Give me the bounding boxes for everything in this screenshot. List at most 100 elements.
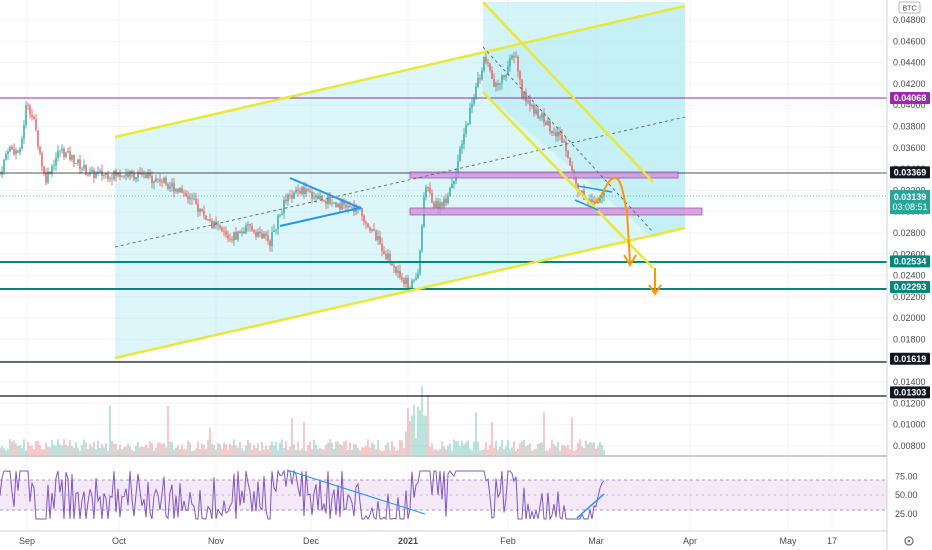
volume-bar — [53, 445, 55, 455]
candle-body — [21, 138, 23, 149]
volume-bar — [71, 445, 73, 455]
volume-bar — [25, 450, 27, 455]
volume-bar — [211, 444, 213, 455]
volume-bar — [493, 447, 495, 455]
volume-bar — [267, 449, 269, 455]
volume-bar — [39, 445, 41, 455]
level-tag-label: 0.03369 — [894, 167, 927, 177]
candle-body — [267, 235, 269, 241]
candle-body — [303, 186, 305, 194]
volume-bar — [185, 449, 187, 455]
candle-body — [223, 231, 225, 233]
candle-body — [95, 173, 97, 179]
volume-bar — [51, 440, 53, 455]
volume-bar — [487, 449, 489, 455]
candle-body — [433, 202, 435, 208]
candle-body — [157, 178, 159, 180]
support-zone — [409, 207, 703, 216]
volume-bar — [99, 448, 101, 455]
candle-body — [387, 253, 389, 260]
candle-body — [557, 132, 559, 137]
candle-body — [535, 109, 537, 114]
volume-bar — [129, 445, 131, 455]
volume-bar — [153, 450, 155, 455]
candle-body — [247, 224, 249, 226]
level-tag-box — [890, 352, 930, 365]
volume-bar — [509, 449, 511, 455]
volume-bar — [335, 441, 337, 455]
candle-body — [517, 56, 519, 72]
volume-bar — [381, 450, 383, 455]
candle-body — [519, 71, 521, 80]
candle-body — [415, 277, 417, 280]
volume-bar — [241, 448, 243, 455]
candle-body — [431, 193, 433, 203]
volume-bar — [33, 449, 35, 455]
candle-body — [439, 202, 441, 210]
volume-bar — [113, 443, 115, 455]
settings-icon[interactable] — [904, 536, 914, 546]
candle-body — [187, 196, 189, 200]
candle-body — [185, 192, 187, 197]
volume-bar — [195, 448, 197, 455]
volume-bar — [591, 442, 593, 455]
wedge-lower — [574, 199, 599, 211]
volume-bar — [471, 450, 473, 455]
candle-body — [309, 190, 311, 192]
candle-body — [217, 224, 219, 226]
candle-body — [105, 173, 107, 175]
candle-body — [5, 153, 7, 160]
candle-body — [471, 103, 473, 108]
price-tick-label: 0.04000 — [893, 100, 926, 110]
volume-bar — [603, 450, 605, 455]
volume-bar — [417, 406, 419, 455]
price-tick-label: 0.04200 — [893, 79, 926, 89]
volume-bar — [479, 450, 481, 455]
currency-label: BTC — [898, 1, 921, 14]
volume-bar — [385, 445, 387, 455]
candle-body — [375, 230, 377, 241]
candle-body — [425, 187, 427, 198]
volume-bar — [103, 447, 105, 455]
volume-bar — [7, 448, 9, 455]
volume-bar — [561, 445, 563, 455]
volume-bar — [183, 449, 185, 455]
volume-bar — [181, 443, 183, 455]
volume-bar — [131, 449, 133, 455]
candle-body — [279, 214, 281, 216]
volume-bar — [553, 444, 555, 455]
volume-bar — [313, 439, 315, 455]
volume-bar — [279, 442, 281, 455]
candle-body — [79, 159, 81, 169]
volume-bar — [275, 441, 277, 455]
candle-body — [281, 213, 283, 215]
volume-bar — [17, 446, 19, 455]
volume-bar — [199, 449, 201, 455]
volume-bar — [55, 446, 57, 455]
candle-body — [127, 174, 129, 177]
price-tick-label: 0.00800 — [893, 441, 926, 451]
candle-body — [237, 231, 239, 240]
time-scale[interactable]: Sep Oct Nov Dec 2021 Feb Mar Apr May 17 — [19, 536, 837, 546]
volume-bar — [579, 439, 581, 455]
candle-body — [11, 147, 13, 150]
candle-body — [463, 133, 465, 144]
volume-bar — [497, 449, 499, 455]
candle-body — [103, 174, 105, 176]
candle-body — [195, 198, 197, 205]
candle-body — [119, 172, 121, 177]
volume-bar — [159, 442, 161, 455]
rsi-divergence-line-1 — [286, 469, 426, 515]
volume-bar — [205, 448, 207, 455]
volume-bar — [151, 443, 153, 455]
volume-bar — [47, 446, 49, 455]
candle-body — [155, 178, 157, 182]
candle-body — [175, 189, 177, 192]
candle-body — [369, 227, 371, 231]
volume-bar — [245, 445, 247, 455]
candle-body — [361, 208, 363, 216]
candle-body — [191, 197, 193, 199]
volume-bar — [133, 450, 135, 455]
volume-bar — [259, 450, 261, 455]
